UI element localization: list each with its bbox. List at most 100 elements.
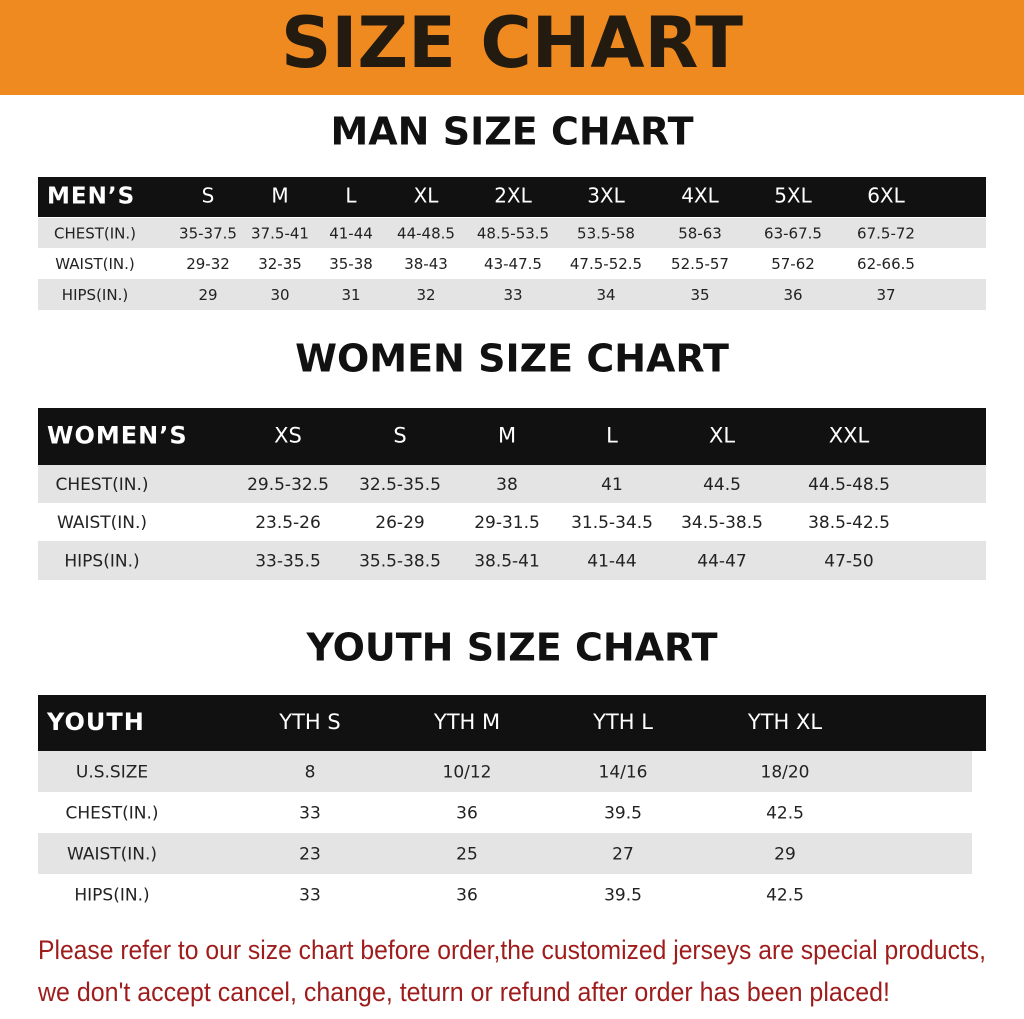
size-value: 29 <box>774 845 796 865</box>
size-value: 29 <box>198 286 217 304</box>
section-title: YOUTH SIZE CHART <box>305 626 717 670</box>
size-header: XL <box>414 184 440 208</box>
size-value: 43-47.5 <box>484 255 542 273</box>
row-band <box>38 465 986 503</box>
row-label: WAIST(IN.) <box>67 845 157 865</box>
size-value: 41-44 <box>329 225 373 243</box>
size-value: 36 <box>783 286 802 304</box>
size-header: 5XL <box>774 184 812 208</box>
size-value: 38.5-42.5 <box>808 513 890 533</box>
table-header-bar <box>38 695 986 751</box>
size-value: 32-35 <box>258 255 302 273</box>
size-value: 67.5-72 <box>857 225 915 243</box>
notice-line: we don't accept cancel, change, teturn o… <box>37 977 890 1007</box>
row-label: WAIST(IN.) <box>55 255 135 273</box>
size-header: YTH L <box>592 710 653 734</box>
size-header: S <box>393 424 406 448</box>
size-value: 30 <box>270 286 289 304</box>
size-value: 38 <box>496 475 518 495</box>
size-value: 29-32 <box>186 255 230 273</box>
size-header: M <box>498 424 516 448</box>
size-header: YTH M <box>433 710 500 734</box>
row-label: HIPS(IN.) <box>62 286 128 304</box>
size-value: 62-66.5 <box>857 255 915 273</box>
size-value: 29-31.5 <box>474 513 540 533</box>
size-value: 38.5-41 <box>474 552 540 572</box>
size-value: 35 <box>690 286 709 304</box>
size-header: M <box>271 184 288 208</box>
size-value: 63-67.5 <box>764 225 822 243</box>
size-header: L <box>345 184 357 208</box>
row-label: HIPS(IN.) <box>74 886 149 906</box>
size-value: 36 <box>456 886 478 906</box>
size-value: 31.5-34.5 <box>571 513 653 533</box>
size-value: 42.5 <box>766 804 804 824</box>
size-header: 3XL <box>587 184 625 208</box>
size-header: 6XL <box>867 184 905 208</box>
size-value: 37.5-41 <box>251 225 309 243</box>
size-value: 39.5 <box>604 804 642 824</box>
size-value: 57-62 <box>771 255 815 273</box>
size-value: 44.5 <box>703 475 741 495</box>
table-header-label: YOUTH <box>46 708 145 736</box>
size-value: 23 <box>299 845 321 865</box>
size-value: 52.5-57 <box>671 255 729 273</box>
size-value: 25 <box>456 845 478 865</box>
size-header: YTH S <box>278 710 340 734</box>
size-value: 32.5-35.5 <box>359 475 441 495</box>
table-header-label: WOMEN’S <box>47 422 188 450</box>
size-value: 44.5-48.5 <box>808 475 890 495</box>
row-label: CHEST(IN.) <box>56 475 149 495</box>
notice-line: Please refer to our size chart before or… <box>38 935 986 965</box>
size-value: 42.5 <box>766 886 804 906</box>
size-value: 23.5-26 <box>255 513 321 533</box>
size-header: 2XL <box>494 184 532 208</box>
size-value: 27 <box>612 845 634 865</box>
size-value: 37 <box>876 286 895 304</box>
size-value: 8 <box>305 763 316 783</box>
size-value: 32 <box>416 286 435 304</box>
size-value: 53.5-58 <box>577 225 635 243</box>
size-value: 36 <box>456 804 478 824</box>
size-value: 33 <box>299 804 321 824</box>
size-value: 34 <box>596 286 615 304</box>
size-value: 39.5 <box>604 886 642 906</box>
size-value: 26-29 <box>375 513 424 533</box>
size-header: 4XL <box>681 184 719 208</box>
size-value: 44-47 <box>697 552 746 572</box>
size-value: 41-44 <box>587 552 636 572</box>
row-band <box>38 279 986 310</box>
size-value: 10/12 <box>443 763 492 783</box>
row-label: U.S.SIZE <box>76 763 148 783</box>
size-value: 33-35.5 <box>255 552 321 572</box>
row-label: WAIST(IN.) <box>57 513 147 533</box>
size-value: 47-50 <box>824 552 873 572</box>
size-value: 35-37.5 <box>179 225 237 243</box>
row-band <box>38 833 972 874</box>
size-value: 38-43 <box>404 255 448 273</box>
size-header: L <box>606 424 618 448</box>
row-label: CHEST(IN.) <box>66 804 159 824</box>
size-value: 47.5-52.5 <box>570 255 642 273</box>
size-value: 35.5-38.5 <box>359 552 441 572</box>
row-label: CHEST(IN.) <box>54 225 136 243</box>
row-band <box>38 541 986 580</box>
size-value: 41 <box>601 475 623 495</box>
size-value: 33 <box>299 886 321 906</box>
size-header: YTH XL <box>747 710 823 734</box>
title-banner <box>0 0 1024 95</box>
section-title: MAN SIZE CHART <box>330 110 693 154</box>
section-title: WOMEN SIZE CHART <box>295 337 729 381</box>
size-value: 58-63 <box>678 225 722 243</box>
size-header: XL <box>709 424 735 448</box>
size-header: XXL <box>829 424 870 448</box>
row-band <box>38 751 972 792</box>
size-value: 35-38 <box>329 255 373 273</box>
table-header-bar <box>38 177 986 217</box>
size-value: 48.5-53.5 <box>477 225 549 243</box>
size-value: 14/16 <box>599 763 648 783</box>
size-value: 34.5-38.5 <box>681 513 763 533</box>
size-value: 33 <box>503 286 522 304</box>
size-value: 31 <box>341 286 360 304</box>
